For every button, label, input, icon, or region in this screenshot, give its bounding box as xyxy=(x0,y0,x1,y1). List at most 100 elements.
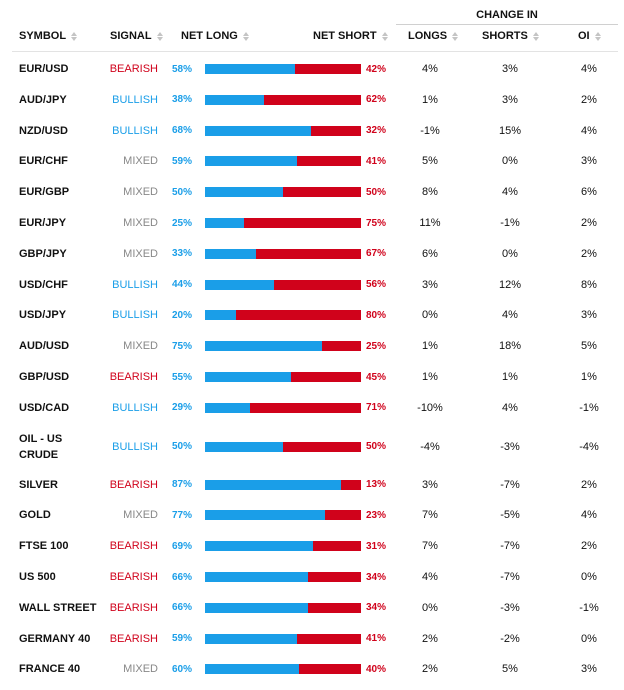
sentiment-bar-long-fill xyxy=(205,572,308,582)
shorts-column-header[interactable]: SHORTS xyxy=(482,30,539,42)
row-change-shorts: 12% xyxy=(498,278,522,291)
row-change-oi: 5% xyxy=(581,340,597,353)
row-net-long-percent: 55% xyxy=(171,371,192,383)
row-net-short-percent: 67% xyxy=(366,248,387,260)
sentiment-bar-long-fill xyxy=(205,94,265,105)
table-row[interactable]: EUR/JPY MIXED 25% 75% 11% -1% 2% xyxy=(0,208,624,238)
table-row[interactable]: USD/JPY BULLISH 20% 80% 0% 4% 3% xyxy=(0,300,624,330)
table-row[interactable]: FTSE 100 BEARISH 69% 31% 7% -7% 2% xyxy=(0,531,624,561)
row-symbol[interactable]: NZD/USD xyxy=(19,124,68,137)
sentiment-bar xyxy=(205,64,361,74)
table-row[interactable]: USD/CAD BULLISH 29% 71% -10% 4% -1% xyxy=(0,393,624,423)
longs-column-header[interactable]: LONGS xyxy=(408,30,459,42)
net-long-column-header[interactable]: NET LONG xyxy=(181,30,249,42)
row-symbol[interactable]: USD/CHF xyxy=(19,278,68,291)
change-in-divider xyxy=(396,24,618,25)
row-symbol[interactable]: GBP/USD xyxy=(19,371,70,383)
row-symbol[interactable]: USD/CAD xyxy=(19,401,70,414)
row-symbol[interactable]: FTSE 100 xyxy=(19,540,69,553)
sentiment-bar-long-fill xyxy=(205,187,283,198)
table-row[interactable]: FRANCE 40 MIXED 60% 40% 2% 5% 3% xyxy=(0,654,624,684)
row-symbol[interactable]: EUR/JPY xyxy=(19,217,67,229)
sentiment-bar-long-fill xyxy=(205,372,291,382)
header-divider xyxy=(12,51,618,52)
row-symbol[interactable]: AUD/JPY xyxy=(19,93,67,106)
row-symbol[interactable]: EUR/CHF xyxy=(19,155,68,168)
sentiment-bar-long-fill xyxy=(205,341,322,352)
row-net-long-percent: 66% xyxy=(171,571,192,583)
table-row[interactable]: GOLD MIXED 77% 23% 7% -5% 4% xyxy=(0,500,624,530)
row-signal: BULLISH xyxy=(112,278,158,291)
sort-arrows-icon xyxy=(242,31,249,41)
table-row[interactable]: WALL STREET BEARISH 66% 34% 0% -3% -1% xyxy=(0,593,624,623)
table-row[interactable]: US 500 BEARISH 66% 34% 4% -7% 0% xyxy=(0,562,624,592)
row-net-long-percent: 66% xyxy=(171,602,192,614)
row-symbol[interactable]: OIL - US CRUDE xyxy=(19,432,63,461)
table-row[interactable]: EUR/GBP MIXED 50% 50% 8% 4% 6% xyxy=(0,177,624,207)
row-change-longs: 2% xyxy=(422,632,438,645)
table-row[interactable]: OIL - US CRUDE BULLISH 50% 50% -4% -3% -4% xyxy=(0,424,624,470)
row-symbol[interactable]: WALL STREET xyxy=(19,601,97,614)
row-signal: BEARISH xyxy=(109,571,158,583)
row-symbol[interactable]: SILVER xyxy=(19,478,58,491)
table-row[interactable]: AUD/JPY BULLISH 38% 62% 1% 3% 2% xyxy=(0,85,624,115)
row-net-short-percent: 34% xyxy=(366,571,387,583)
oi-column-header[interactable]: OI xyxy=(578,30,601,42)
sentiment-bar xyxy=(205,402,361,413)
sort-arrows-icon xyxy=(532,31,539,41)
row-change-longs: 7% xyxy=(422,540,438,553)
row-symbol[interactable]: USD/JPY xyxy=(19,309,67,322)
row-change-shorts: -3% xyxy=(500,601,520,614)
row-signal: MIXED xyxy=(123,247,158,260)
row-signal: BULLISH xyxy=(112,309,158,322)
row-signal: BEARISH xyxy=(109,371,158,383)
signal-column-header[interactable]: SIGNAL xyxy=(110,30,163,42)
row-change-oi: 4% xyxy=(581,124,597,137)
sentiment-bar-long-fill xyxy=(205,664,299,675)
table-row[interactable]: USD/CHF BULLISH 44% 56% 3% 12% 8% xyxy=(0,270,624,300)
row-symbol[interactable]: GBP/JPY xyxy=(19,247,67,260)
sentiment-bar xyxy=(205,279,361,290)
row-change-oi: 2% xyxy=(581,540,597,553)
sentiment-bar xyxy=(205,602,361,613)
row-symbol[interactable]: GERMANY 40 xyxy=(19,632,91,645)
row-signal: BULLISH xyxy=(112,124,158,137)
table-row[interactable]: NZD/USD BULLISH 68% 32% -1% 15% 4% xyxy=(0,116,624,146)
row-signal: MIXED xyxy=(123,663,158,676)
row-net-long-percent: 69% xyxy=(171,540,192,552)
sentiment-bar xyxy=(205,341,361,352)
row-net-long-percent: 44% xyxy=(171,279,192,291)
row-change-longs: -4% xyxy=(420,440,440,453)
table-row[interactable]: EUR/CHF MIXED 59% 41% 5% 0% 3% xyxy=(0,146,624,176)
row-change-shorts: -7% xyxy=(500,478,520,491)
row-symbol[interactable]: US 500 xyxy=(19,571,56,583)
row-symbol[interactable]: AUD/USD xyxy=(19,340,70,353)
table-row[interactable]: GERMANY 40 BEARISH 59% 41% 2% -2% 0% xyxy=(0,624,624,654)
table-row[interactable]: GBP/JPY MIXED 33% 67% 6% 0% 2% xyxy=(0,239,624,269)
row-symbol[interactable]: EUR/GBP xyxy=(19,186,70,199)
sentiment-bar-long-fill xyxy=(205,479,341,490)
row-change-longs: -10% xyxy=(417,401,443,414)
row-net-short-percent: 40% xyxy=(366,663,387,675)
table-row[interactable]: AUD/USD MIXED 75% 25% 1% 18% 5% xyxy=(0,331,624,361)
row-symbol[interactable]: GOLD xyxy=(19,509,51,522)
row-symbol[interactable]: EUR/USD xyxy=(19,63,69,75)
row-change-longs: 3% xyxy=(422,278,438,291)
symbol-column-header[interactable]: SYMBOL xyxy=(19,30,78,42)
sentiment-bar xyxy=(205,372,361,382)
table-row[interactable]: SILVER BEARISH 87% 13% 3% -7% 2% xyxy=(0,470,624,500)
sentiment-bar-long-fill xyxy=(205,310,237,321)
row-change-oi: -4% xyxy=(579,440,599,453)
row-change-shorts: -1% xyxy=(500,217,520,229)
table-row[interactable]: GBP/USD BEARISH 55% 45% 1% 1% 1% xyxy=(0,362,624,392)
row-change-longs: 3% xyxy=(422,478,438,491)
row-change-shorts: 15% xyxy=(498,124,522,137)
row-change-shorts: 1% xyxy=(502,371,518,383)
net-short-column-header[interactable]: NET SHORT xyxy=(313,30,388,42)
row-net-long-percent: 38% xyxy=(171,94,192,106)
row-change-oi: 8% xyxy=(581,278,597,291)
row-change-shorts: -5% xyxy=(500,509,520,522)
row-symbol[interactable]: FRANCE 40 xyxy=(19,663,81,676)
sentiment-bar xyxy=(205,218,361,228)
table-row[interactable]: EUR/USD BEARISH 58% 42% 4% 3% 4% xyxy=(0,54,624,84)
